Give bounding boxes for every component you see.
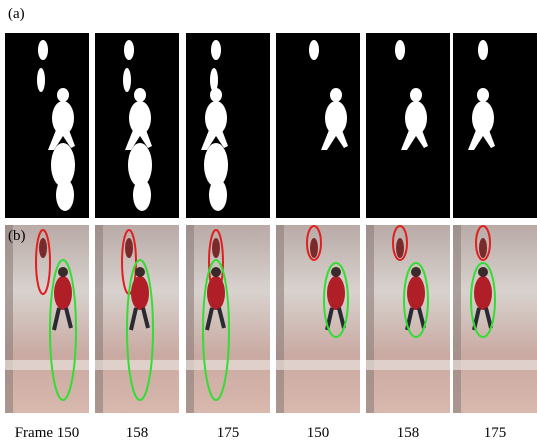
mask-blob	[38, 40, 48, 60]
mask-blob	[123, 68, 131, 92]
mask-blob	[478, 40, 488, 60]
frame-label: Frame 150	[15, 425, 80, 441]
panel-label-b: (b)	[8, 228, 26, 244]
person-body	[407, 276, 425, 310]
mask-blob	[325, 101, 347, 135]
mask-panel	[453, 33, 537, 218]
mask-panel	[186, 33, 270, 218]
person-head	[331, 267, 341, 277]
mask-blob	[410, 88, 422, 102]
frame-floor-band	[366, 360, 450, 370]
panel-label-a: (a)	[8, 6, 25, 22]
mask-panel	[5, 33, 89, 218]
mask-blob	[211, 40, 221, 60]
person-head	[135, 267, 145, 277]
mask-blob	[37, 68, 45, 92]
mask-blob	[330, 88, 342, 102]
frame-pillar	[186, 225, 194, 413]
frame-pillar	[453, 225, 461, 413]
frame-pillar	[5, 225, 13, 413]
frame-panel	[276, 225, 360, 413]
mask-blob	[205, 101, 227, 135]
person-far	[479, 238, 487, 258]
frame-floor-band	[453, 360, 537, 370]
person-far	[39, 238, 47, 258]
mask-blob	[210, 88, 222, 102]
panels	[5, 33, 537, 413]
person-body	[54, 276, 72, 310]
frame-label: 158	[397, 425, 420, 441]
frame-pillar	[366, 225, 374, 413]
mask-blob	[472, 101, 494, 135]
person-head	[58, 267, 68, 277]
frame-floor-band	[95, 360, 179, 370]
person-body	[131, 276, 149, 310]
mask-blob	[477, 88, 489, 102]
mask-blob	[133, 179, 151, 211]
frame-pillar	[95, 225, 103, 413]
mask-blob	[209, 179, 227, 211]
frame-pillar	[276, 225, 284, 413]
person-far	[310, 238, 318, 258]
person-far	[396, 238, 404, 258]
frame-panel	[453, 225, 537, 413]
mask-blob	[52, 101, 74, 135]
person-head	[411, 267, 421, 277]
frame-label: 175	[484, 425, 507, 441]
mask-blob	[134, 88, 146, 102]
person-body	[474, 276, 492, 310]
person-body	[207, 276, 225, 310]
frame-label: 158	[126, 425, 149, 441]
person-head	[478, 267, 488, 277]
frame-label: 150	[307, 425, 330, 441]
frame-floor-band	[5, 360, 89, 370]
mask-blob	[405, 101, 427, 135]
person-far	[125, 238, 133, 258]
person-body	[327, 276, 345, 310]
mask-blob	[56, 179, 74, 211]
mask-blob	[57, 88, 69, 102]
frame-floor-band	[276, 360, 360, 370]
person-head	[211, 267, 221, 277]
mask-blob	[124, 40, 134, 60]
frame-label: 175	[217, 425, 240, 441]
mask-blob	[129, 101, 151, 135]
mask-blob	[395, 40, 405, 60]
person-far	[212, 238, 220, 258]
figure: (a) (b) Frame 150 158 175 150 158 175	[0, 0, 537, 445]
mask-panel	[276, 33, 360, 218]
mask-blob	[309, 40, 319, 60]
frame-panel	[95, 225, 179, 413]
